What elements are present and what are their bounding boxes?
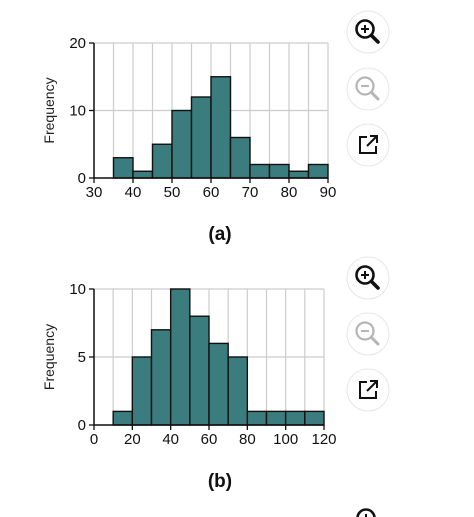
- popout-button-a[interactable]: [345, 122, 391, 168]
- x-tick-label: 40: [162, 431, 179, 448]
- x-tick-label: 30: [86, 184, 103, 201]
- x-tick-label: 90: [320, 184, 337, 201]
- zoom-out-button-a[interactable]: [345, 66, 391, 112]
- histogram-b: 0 20 40 60 80 100 120 0 5 10 Frequency: [41, 281, 337, 448]
- y-tick-label: 20: [69, 35, 86, 52]
- x-tick-label: 0: [90, 431, 98, 448]
- x-tick-label: 80: [281, 184, 298, 201]
- histogram-bar: [229, 136, 251, 179]
- x-tick-label: 50: [164, 184, 181, 201]
- histogram-bar: [150, 329, 172, 426]
- histogram-bar: [284, 410, 306, 426]
- histogram-bar: [132, 170, 154, 179]
- histogram-bar: [227, 356, 249, 426]
- y-axis-label: Frequency: [41, 324, 57, 390]
- histogram-bar: [246, 410, 268, 426]
- histogram-bar: [171, 109, 193, 179]
- zoom-in-icon: [346, 10, 390, 54]
- histogram-bar: [151, 143, 173, 179]
- histogram-bar: [249, 163, 271, 179]
- histogram-bar: [265, 410, 287, 426]
- y-tick-label: 0: [78, 170, 86, 187]
- x-tick-label: 80: [239, 431, 256, 448]
- x-tick-label: 100: [273, 431, 298, 448]
- histogram-bar: [189, 315, 210, 426]
- external-link-icon: [346, 123, 390, 167]
- histogram-bar: [131, 356, 153, 426]
- x-tick-label: 60: [201, 431, 218, 448]
- y-tick-label: 5: [78, 349, 86, 366]
- popout-button-b[interactable]: [345, 367, 391, 413]
- y-axis-label: Frequency: [41, 77, 57, 143]
- zoom-in-button-a[interactable]: [345, 9, 391, 55]
- histogram-bar: [307, 163, 329, 179]
- histogram-bar: [210, 76, 232, 179]
- x-tick-label: 20: [124, 431, 141, 448]
- histogram-panel-a: 30 40 50 60 70 80 90 0 10 20 Frequency (a): [0, 0, 474, 250]
- histogram-bar: [112, 410, 134, 426]
- histogram-bar: [190, 96, 212, 179]
- histogram-panel-b: 0 20 40 60 80 100 120 0 5 10 Frequency (b): [0, 250, 474, 500]
- zoom-in-icon: [350, 502, 386, 517]
- histogram-bar: [288, 170, 310, 179]
- zoom-in-button-b[interactable]: [345, 255, 391, 301]
- caption-a: (a): [208, 224, 232, 245]
- histogram-bar: [208, 342, 229, 426]
- y-tick-label: 10: [69, 281, 86, 298]
- zoom-out-icon: [346, 312, 390, 356]
- zoom-out-button-b[interactable]: [345, 311, 391, 357]
- caption-b: (b): [207, 471, 233, 492]
- y-tick-label: 10: [69, 103, 86, 120]
- external-link-icon: [346, 368, 390, 412]
- histogram-bar: [304, 410, 325, 426]
- x-tick-label: 60: [203, 184, 220, 201]
- histogram-bar: [112, 157, 134, 179]
- y-tick-label: 0: [78, 417, 86, 434]
- x-tick-label: 70: [242, 184, 259, 201]
- histogram-bar: [268, 163, 290, 179]
- x-tick-label: 120: [311, 431, 336, 448]
- zoom-in-icon: [346, 256, 390, 300]
- zoom-out-icon: [346, 67, 390, 111]
- histogram-bar: [169, 288, 191, 426]
- x-tick-label: 40: [125, 184, 142, 201]
- zoom-in-button-c[interactable]: [348, 500, 388, 517]
- histogram-a: 30 40 50 60 70 80 90 0 10 20 Frequency: [41, 35, 337, 201]
